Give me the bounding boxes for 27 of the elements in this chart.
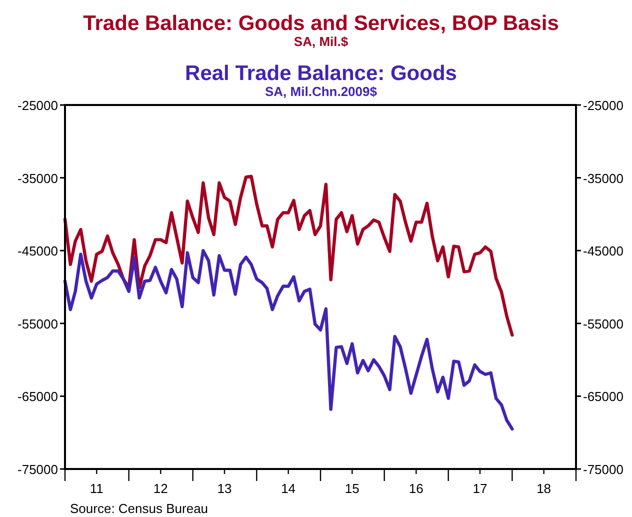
x-tick-label: 14 bbox=[281, 481, 296, 496]
text: SA, Mil.Chn.2009$ bbox=[265, 84, 378, 99]
y-tick-label: -55000 bbox=[18, 316, 58, 332]
line-series bbox=[63, 249, 514, 431]
text: Trade Balance: Goods and Services, BOP Basis bbox=[83, 12, 559, 35]
x-tick-label: 15 bbox=[344, 481, 360, 496]
y-tick-label: -75000 bbox=[18, 462, 58, 477]
x-tick-label: 18 bbox=[536, 481, 552, 496]
y2-tick-label: -75000 bbox=[583, 462, 624, 477]
y-tick-label: -45000 bbox=[18, 244, 58, 259]
y-tick-label: -35000 bbox=[18, 170, 58, 186]
x-tick-label: 12 bbox=[153, 481, 168, 496]
line-series bbox=[63, 174, 514, 337]
y-tick-label: -65000 bbox=[18, 389, 58, 404]
text: Real Trade Balance: Goods bbox=[185, 62, 457, 85]
y2-tick-label: -55000 bbox=[583, 316, 624, 332]
x-tick-label: 11 bbox=[90, 481, 104, 496]
source-note: Source: Census Bureau bbox=[70, 501, 208, 516]
y-tick-label: -25000 bbox=[18, 98, 58, 113]
y2-tick-label: -45000 bbox=[583, 244, 624, 259]
y2-tick-label: -25000 bbox=[583, 98, 624, 113]
text: SA, Mil.$ bbox=[294, 34, 349, 49]
x-tick-label: 13 bbox=[217, 481, 232, 496]
y2-tick-label: -65000 bbox=[583, 389, 624, 404]
y2-tick-label: -35000 bbox=[583, 170, 624, 186]
x-tick-label: 16 bbox=[408, 481, 424, 496]
x-tick-label: 17 bbox=[472, 481, 488, 496]
